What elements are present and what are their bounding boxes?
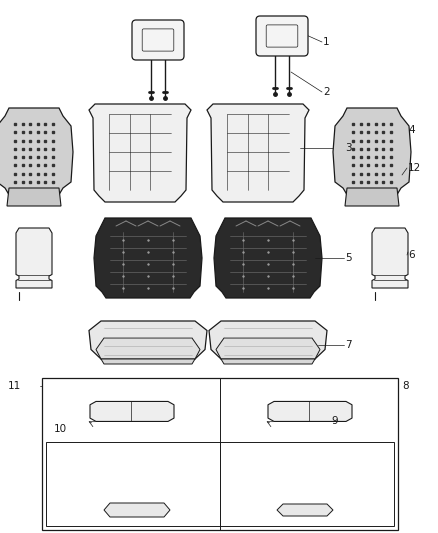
Text: 7: 7 [345, 340, 352, 350]
Polygon shape [90, 401, 174, 422]
Polygon shape [96, 338, 200, 359]
FancyBboxPatch shape [132, 20, 184, 60]
Polygon shape [214, 218, 322, 298]
Polygon shape [89, 104, 191, 202]
Text: 2: 2 [323, 87, 330, 97]
Text: 11: 11 [8, 381, 21, 391]
Polygon shape [104, 503, 170, 517]
Polygon shape [89, 321, 207, 359]
Polygon shape [0, 108, 73, 198]
Polygon shape [94, 218, 202, 298]
Polygon shape [209, 321, 327, 359]
Polygon shape [277, 504, 333, 516]
Polygon shape [333, 108, 411, 198]
Polygon shape [372, 228, 408, 288]
Text: 12: 12 [408, 163, 421, 173]
Polygon shape [221, 359, 315, 364]
Text: 6: 6 [408, 250, 415, 260]
Polygon shape [101, 359, 195, 364]
Polygon shape [207, 104, 309, 202]
Polygon shape [216, 338, 320, 359]
Text: 9: 9 [331, 416, 338, 426]
Polygon shape [268, 401, 352, 422]
Text: 10: 10 [54, 424, 67, 434]
Text: 1: 1 [323, 37, 330, 47]
FancyBboxPatch shape [256, 16, 308, 56]
Text: 4: 4 [408, 125, 415, 135]
Polygon shape [7, 188, 61, 206]
Text: 5: 5 [345, 253, 352, 263]
Polygon shape [16, 228, 52, 288]
Polygon shape [345, 188, 399, 206]
Text: 8: 8 [402, 381, 409, 391]
Text: 3: 3 [345, 143, 352, 153]
